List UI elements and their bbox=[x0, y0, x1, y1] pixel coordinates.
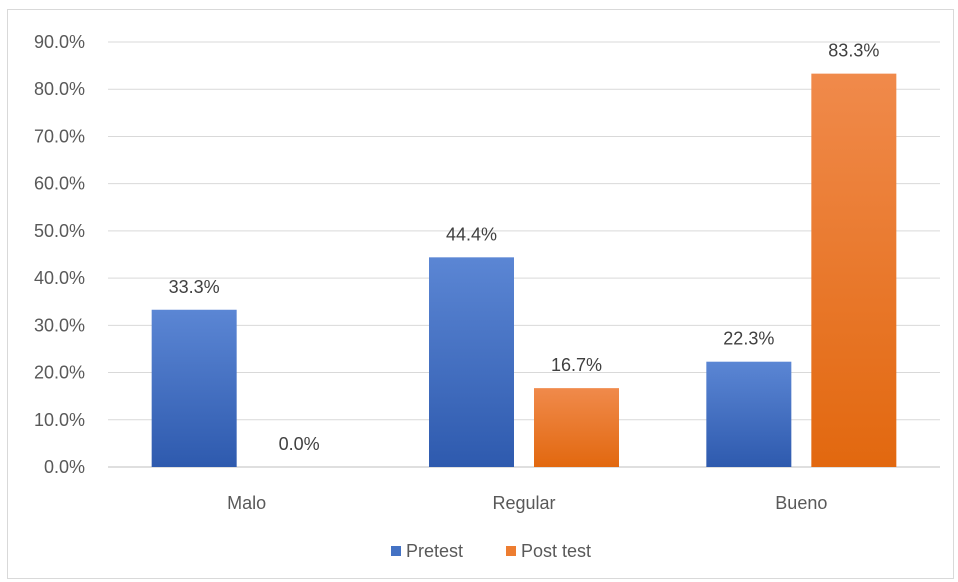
y-tick-label: 80.0% bbox=[34, 79, 85, 99]
y-tick-label: 10.0% bbox=[34, 410, 85, 430]
y-tick-label: 70.0% bbox=[34, 126, 85, 146]
x-category-label: Regular bbox=[492, 493, 555, 513]
y-tick-label: 50.0% bbox=[34, 221, 85, 241]
x-category-label: Malo bbox=[227, 493, 266, 513]
data-label: 33.3% bbox=[169, 277, 220, 297]
data-label: 83.3% bbox=[828, 41, 879, 61]
data-label: 16.7% bbox=[551, 355, 602, 375]
legend-swatch-pretest bbox=[391, 546, 401, 556]
data-label: 22.3% bbox=[723, 329, 774, 349]
y-tick-label: 60.0% bbox=[34, 174, 85, 194]
legend-label: Pretest bbox=[406, 541, 463, 561]
legend-swatch-post-test bbox=[506, 546, 516, 556]
data-labels: 33.3% 0.0% 44.4% 16.7% 22.3% 83.3% bbox=[169, 41, 880, 454]
bars bbox=[151, 73, 897, 467]
bar-post-test-regular bbox=[534, 388, 619, 467]
gridlines bbox=[108, 41, 940, 468]
legend: Pretest Post test bbox=[391, 541, 591, 561]
data-label: 0.0% bbox=[279, 434, 320, 454]
y-tick-label: 40.0% bbox=[34, 268, 85, 288]
bar-pretest-bueno bbox=[706, 361, 792, 467]
legend-label: Post test bbox=[521, 541, 591, 561]
y-tick-label: 90.0% bbox=[34, 32, 85, 52]
y-tick-label: 30.0% bbox=[34, 315, 85, 335]
y-tick-label: 0.0% bbox=[44, 457, 85, 477]
x-axis-categories: Malo Regular Bueno bbox=[227, 493, 827, 513]
bar-pretest-regular bbox=[429, 257, 514, 467]
bar-post-test-bueno bbox=[811, 73, 897, 467]
data-label: 44.4% bbox=[446, 224, 497, 244]
y-axis-ticks: 0.0% 10.0% 20.0% 30.0% 40.0% 50.0% 60.0% 70.0% 8… bbox=[34, 32, 85, 477]
y-tick-label: 20.0% bbox=[34, 363, 85, 383]
bar-pretest-malo bbox=[151, 309, 237, 467]
x-category-label: Bueno bbox=[775, 493, 827, 513]
